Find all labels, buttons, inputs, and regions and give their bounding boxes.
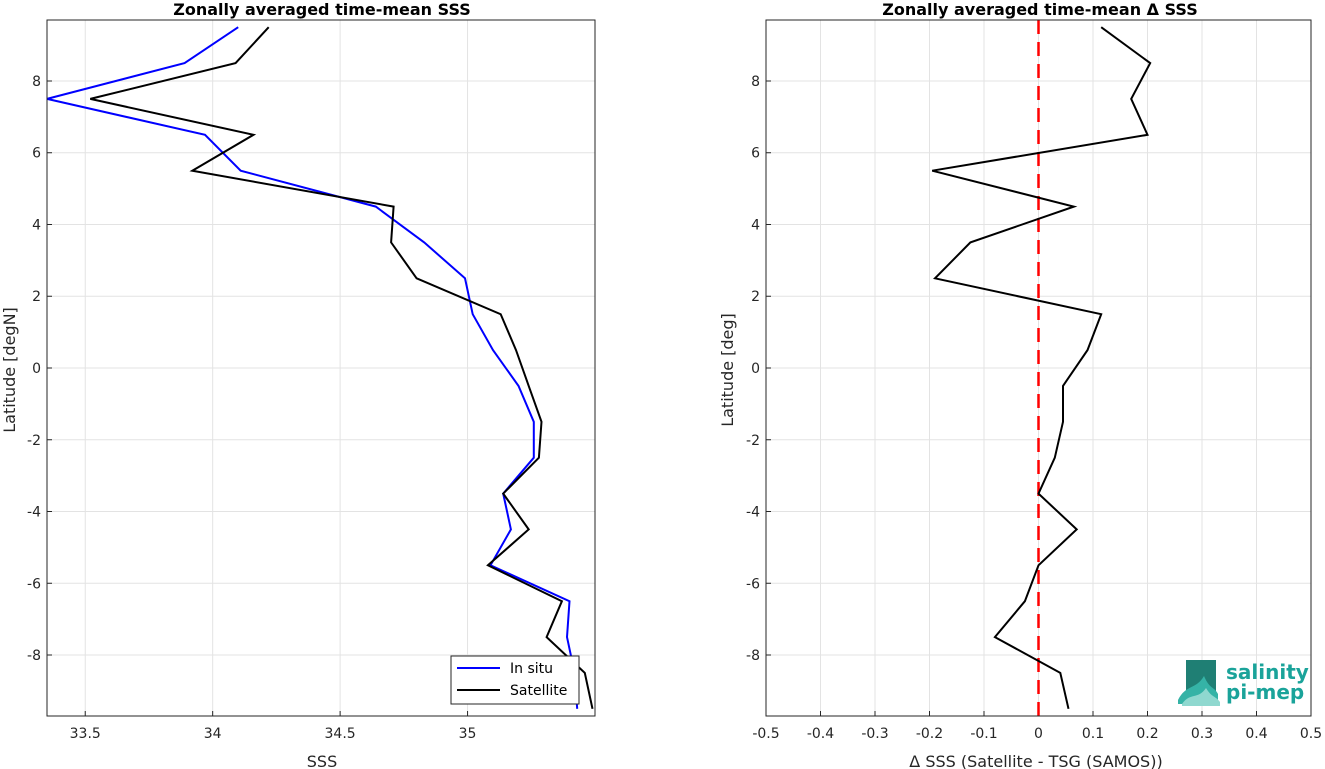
y-tick-label: -8 [746,648,760,664]
x-tick-label: -0.4 [807,726,834,742]
delta-sss-series [931,26,1152,710]
delta-sss-ticks: -0.5 -0.4 -0.3 -0.2 -0.1 0 0.1 0.2 0.3 0.4 0.5 -8 -6… [746,74,1322,742]
delta-sss-x-axis-label: Δ SSS (Satellite - TSG (SAMOS)) [909,752,1162,769]
series-line-in-situ [46,26,579,709]
y-tick-label: -6 [746,576,760,592]
y-tick-label: 2 [32,289,41,305]
y-tick-label: 0 [751,361,760,377]
x-tick-label: 35 [459,726,477,742]
y-tick-label: -4 [746,505,760,521]
x-tick-label: 34.5 [325,726,356,742]
x-tick-label: -0.3 [861,726,888,742]
salinity-pi-mep-logo-icon [1178,660,1220,706]
sss-ticks: 33.5 34 34.5 35 -8 -6 -4 -2 0 2 4 6 8 [27,74,476,742]
x-tick-label: 0 [1034,726,1043,742]
x-tick-label: 0.4 [1245,726,1267,742]
delta-sss-grid [765,20,1312,716]
y-tick-label: 2 [751,289,760,305]
x-tick-label: 0.2 [1136,726,1158,742]
x-tick-label: -0.2 [916,726,943,742]
sss-panel: Zonally averaged time-mean SSS 33.5 34 34.… [0,0,596,769]
x-tick-label: 33.5 [70,726,101,742]
delta-sss-panel: Zonally averaged time-mean Δ SSS -0.5 -0.… [718,0,1322,769]
y-tick-label: 6 [751,146,760,162]
delta-sss-panel-title: Zonally averaged time-mean Δ SSS [882,0,1198,19]
delta-sss-y-axis-label: Latitude [deg] [718,313,737,427]
sss-legend: In situ Satellite [450,655,580,705]
logo-line2: pi-mep [1226,680,1304,704]
salinity-pi-mep-logo: salinity pi-mep [1178,660,1309,706]
y-tick-label: -8 [27,648,41,664]
x-tick-label: 0.1 [1082,726,1104,742]
delta-sss-axes-frame [765,19,1312,717]
x-tick-label: 0.5 [1300,726,1322,742]
y-tick-label: 6 [32,146,41,162]
legend-in-situ-label: In situ [510,661,553,677]
legend-satellite-label: Satellite [510,683,567,699]
y-tick-label: 8 [32,74,41,90]
series-line-satellite [90,26,594,710]
y-tick-label: 8 [751,74,760,90]
y-tick-label: -2 [746,433,760,449]
sss-axes-frame [46,19,596,717]
sss-panel-title: Zonally averaged time-mean SSS [173,0,471,19]
y-tick-label: -2 [27,433,41,449]
logo-line1: salinity [1226,660,1309,684]
x-tick-label: -0.5 [752,726,779,742]
series-line-series-0 [931,26,1152,710]
y-tick-label: -4 [27,505,41,521]
x-tick-label: -0.1 [970,726,997,742]
y-tick-label: 0 [32,361,41,377]
y-tick-label: 4 [751,217,760,233]
y-tick-label: 4 [32,217,41,233]
sss-y-axis-label: Latitude [degN] [0,307,19,433]
legend-box [450,655,580,705]
sss-grid [47,20,595,716]
sss-x-axis-label: SSS [307,752,337,769]
x-tick-label: 0.3 [1191,726,1213,742]
y-tick-label: -6 [27,576,41,592]
sss-series [46,26,594,710]
x-tick-label: 34 [204,726,222,742]
